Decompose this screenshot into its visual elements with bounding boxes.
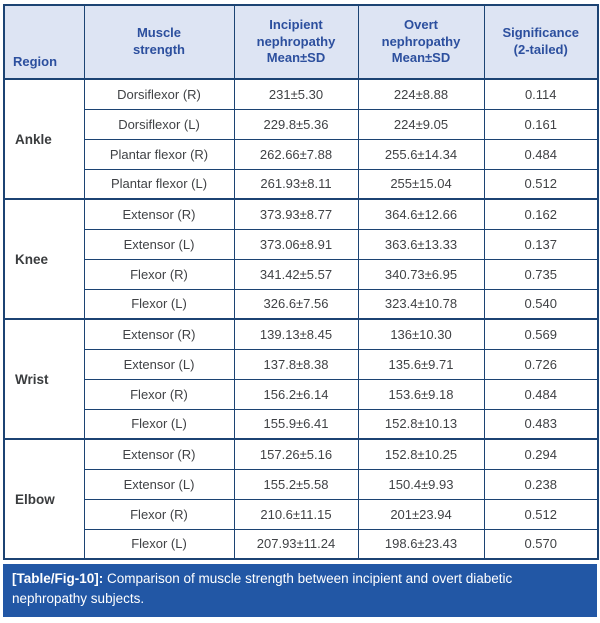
- table-row: Dorsiflexor (L) 229.8±5.36 224±9.05 0.16…: [4, 108, 599, 140]
- significance-cell: 0.540: [483, 288, 599, 320]
- overt-mean-cell: 198.6±23.43: [357, 528, 485, 560]
- table-row: Flexor (R) 156.2±6.14 153.6±9.18 0.484: [4, 378, 599, 410]
- muscle-cell: Plantar flexor (L): [83, 168, 235, 200]
- overt-mean-cell: 224±9.05: [357, 108, 485, 140]
- overt-mean-cell: 152.8±10.13: [357, 408, 485, 440]
- muscle-cell: Plantar flexor (R): [83, 138, 235, 170]
- header-overt-nephropathy: Overt nephropathy Mean±SD: [357, 4, 485, 80]
- table-row: Extensor (L) 155.2±5.58 150.4±9.93 0.238: [4, 468, 599, 500]
- muscle-strength-comparison-table: Region Muscle strength Incipient nephrop…: [3, 4, 599, 560]
- overt-mean-cell: 364.6±12.66: [357, 198, 485, 230]
- table-body: Ankle Dorsiflexor (R) 231±5.30 224±8.88 …: [3, 78, 599, 560]
- header-region: Region: [3, 4, 85, 80]
- overt-mean-cell: 201±23.94: [357, 498, 485, 530]
- incipient-mean-cell: 373.06±8.91: [233, 228, 359, 260]
- significance-cell: 0.114: [483, 78, 599, 110]
- significance-cell: 0.726: [483, 348, 599, 380]
- incipient-mean-cell: 373.93±8.77: [233, 198, 359, 230]
- region-cell-ankle: Ankle: [3, 78, 85, 200]
- table-row: Knee Extensor (R) 373.93±8.77 364.6±12.6…: [3, 198, 599, 320]
- table-header-row: Region Muscle strength Incipient nephrop…: [3, 4, 599, 80]
- incipient-mean-cell: 137.8±8.38: [233, 348, 359, 380]
- muscle-cell: Extensor (L): [83, 228, 235, 260]
- muscle-cell: Extensor (R): [83, 198, 235, 230]
- table-row: Flexor (L) 326.6±7.56 323.4±10.78 0.540: [4, 288, 599, 320]
- significance-cell: 0.238: [483, 468, 599, 500]
- significance-cell: 0.484: [483, 138, 599, 170]
- incipient-mean-cell: 155.9±6.41: [233, 408, 359, 440]
- overt-mean-cell: 255.6±14.34: [357, 138, 485, 170]
- muscle-cell: Flexor (L): [83, 288, 235, 320]
- muscle-cell: Extensor (R): [83, 438, 235, 470]
- muscle-cell: Flexor (L): [83, 408, 235, 440]
- muscle-cell: Extensor (L): [83, 348, 235, 380]
- significance-cell: 0.294: [483, 438, 599, 470]
- significance-cell: 0.484: [483, 378, 599, 410]
- region-cell-knee: Knee: [3, 198, 85, 320]
- overt-mean-cell: 224±8.88: [357, 78, 485, 110]
- table-row: Flexor (L) 155.9±6.41 152.8±10.13 0.483: [4, 408, 599, 440]
- significance-cell: 0.512: [483, 168, 599, 200]
- table-row: Flexor (R) 341.42±5.57 340.73±6.95 0.735: [4, 258, 599, 290]
- table-row: Flexor (L) 207.93±11.24 198.6±23.43 0.57…: [4, 528, 599, 560]
- significance-cell: 0.735: [483, 258, 599, 290]
- overt-mean-cell: 153.6±9.18: [357, 378, 485, 410]
- significance-cell: 0.569: [483, 318, 599, 350]
- incipient-mean-cell: 210.6±11.15: [233, 498, 359, 530]
- table-row: Plantar flexor (L) 261.93±8.11 255±15.04…: [4, 168, 599, 200]
- muscle-cell: Dorsiflexor (L): [83, 108, 235, 140]
- incipient-mean-cell: 262.66±7.88: [233, 138, 359, 170]
- table-row: Flexor (R) 210.6±11.15 201±23.94 0.512: [4, 498, 599, 530]
- muscle-cell: Flexor (L): [83, 528, 235, 560]
- table-row: Extensor (L) 373.06±8.91 363.6±13.33 0.1…: [4, 228, 599, 260]
- header-muscle-strength: Muscle strength: [83, 4, 235, 80]
- table-row: Extensor (L) 137.8±8.38 135.6±9.71 0.726: [4, 348, 599, 380]
- overt-mean-cell: 135.6±9.71: [357, 348, 485, 380]
- table-caption: [Table/Fig-10]: Comparison of muscle str…: [3, 564, 597, 617]
- incipient-mean-cell: 261.93±8.11: [233, 168, 359, 200]
- muscle-cell: Flexor (R): [83, 498, 235, 530]
- overt-mean-cell: 152.8±10.25: [357, 438, 485, 470]
- overt-mean-cell: 323.4±10.78: [357, 288, 485, 320]
- header-incipient-nephropathy: Incipient nephropathy Mean±SD: [233, 4, 359, 80]
- overt-mean-cell: 136±10.30: [357, 318, 485, 350]
- table-row: Ankle Dorsiflexor (R) 231±5.30 224±8.88 …: [3, 78, 599, 200]
- significance-cell: 0.162: [483, 198, 599, 230]
- significance-cell: 0.570: [483, 528, 599, 560]
- region-cell-elbow: Elbow: [3, 438, 85, 560]
- overt-mean-cell: 150.4±9.93: [357, 468, 485, 500]
- table-row: Plantar flexor (R) 262.66±7.88 255.6±14.…: [4, 138, 599, 170]
- table-header: Region Muscle strength Incipient nephrop…: [3, 4, 599, 80]
- muscle-cell: Flexor (R): [83, 378, 235, 410]
- incipient-mean-cell: 207.93±11.24: [233, 528, 359, 560]
- muscle-cell: Extensor (R): [83, 318, 235, 350]
- muscle-cell: Extensor (L): [83, 468, 235, 500]
- overt-mean-cell: 363.6±13.33: [357, 228, 485, 260]
- header-significance: Significance (2-tailed): [483, 4, 599, 80]
- incipient-mean-cell: 341.42±5.57: [233, 258, 359, 290]
- region-cell-wrist: Wrist: [3, 318, 85, 440]
- incipient-mean-cell: 156.2±6.14: [233, 378, 359, 410]
- incipient-mean-cell: 157.26±5.16: [233, 438, 359, 470]
- significance-cell: 0.512: [483, 498, 599, 530]
- incipient-mean-cell: 229.8±5.36: [233, 108, 359, 140]
- significance-cell: 0.483: [483, 408, 599, 440]
- overt-mean-cell: 255±15.04: [357, 168, 485, 200]
- caption-label: [Table/Fig-10]:: [12, 571, 104, 586]
- table-row: Elbow Extensor (R) 157.26±5.16 152.8±10.…: [3, 438, 599, 560]
- overt-mean-cell: 340.73±6.95: [357, 258, 485, 290]
- incipient-mean-cell: 326.6±7.56: [233, 288, 359, 320]
- significance-cell: 0.137: [483, 228, 599, 260]
- table-row: Wrist Extensor (R) 139.13±8.45 136±10.30…: [3, 318, 599, 440]
- incipient-mean-cell: 155.2±5.58: [233, 468, 359, 500]
- incipient-mean-cell: 231±5.30: [233, 78, 359, 110]
- caption-text: Comparison of muscle strength between in…: [12, 571, 513, 607]
- muscle-cell: Dorsiflexor (R): [83, 78, 235, 110]
- significance-cell: 0.161: [483, 108, 599, 140]
- muscle-cell: Flexor (R): [83, 258, 235, 290]
- incipient-mean-cell: 139.13±8.45: [233, 318, 359, 350]
